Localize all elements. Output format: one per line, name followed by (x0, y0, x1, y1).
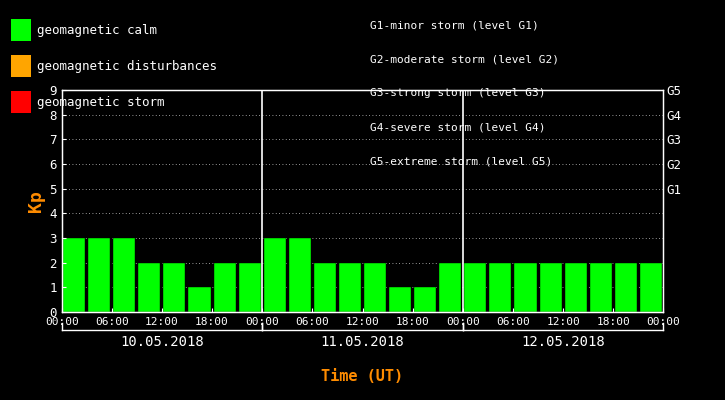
Text: Time (UT): Time (UT) (321, 369, 404, 384)
Bar (188, 287, 210, 312)
Bar (138, 263, 160, 312)
Text: geomagnetic storm: geomagnetic storm (37, 96, 165, 109)
Bar (239, 263, 261, 312)
Bar (113, 238, 136, 312)
Text: G1-minor storm (level G1): G1-minor storm (level G1) (370, 20, 539, 30)
Text: geomagnetic calm: geomagnetic calm (37, 24, 157, 37)
Bar (163, 263, 186, 312)
Y-axis label: Kp: Kp (27, 190, 45, 212)
Bar (88, 238, 110, 312)
Text: G2-moderate storm (level G2): G2-moderate storm (level G2) (370, 54, 559, 64)
Bar (464, 263, 486, 312)
Bar (364, 263, 386, 312)
Bar (639, 263, 662, 312)
Text: 10.05.2018: 10.05.2018 (120, 335, 204, 349)
Bar (515, 263, 536, 312)
Bar (414, 287, 436, 312)
Bar (615, 263, 637, 312)
Text: G5-extreme storm (level G5): G5-extreme storm (level G5) (370, 156, 552, 166)
Bar (289, 238, 311, 312)
Bar (439, 263, 461, 312)
Bar (389, 287, 411, 312)
Text: 12.05.2018: 12.05.2018 (521, 335, 605, 349)
Bar (489, 263, 511, 312)
Bar (214, 263, 236, 312)
Text: 11.05.2018: 11.05.2018 (320, 335, 405, 349)
Text: geomagnetic disturbances: geomagnetic disturbances (37, 60, 217, 73)
Text: G3-strong storm (level G3): G3-strong storm (level G3) (370, 88, 545, 98)
Bar (264, 238, 286, 312)
Bar (539, 263, 562, 312)
Bar (339, 263, 361, 312)
Text: G4-severe storm (level G4): G4-severe storm (level G4) (370, 122, 545, 132)
Bar (565, 263, 587, 312)
Bar (589, 263, 612, 312)
Bar (314, 263, 336, 312)
Bar (63, 238, 86, 312)
